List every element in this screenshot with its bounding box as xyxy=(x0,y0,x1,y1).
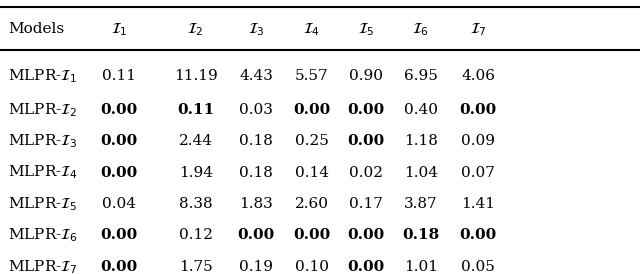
Text: MLPR-$\mathcal{I}_2$: MLPR-$\mathcal{I}_2$ xyxy=(8,101,77,119)
Text: 0.07: 0.07 xyxy=(461,165,495,179)
Text: 4.06: 4.06 xyxy=(461,69,495,83)
Text: 0.09: 0.09 xyxy=(461,134,495,148)
Text: 5.57: 5.57 xyxy=(295,69,328,83)
Text: 0.03: 0.03 xyxy=(239,103,273,117)
Text: $\mathcal{I}_2$: $\mathcal{I}_2$ xyxy=(188,21,204,38)
Text: 0.00: 0.00 xyxy=(100,103,138,117)
Text: 0.00: 0.00 xyxy=(460,103,497,117)
Text: $\mathcal{I}_5$: $\mathcal{I}_5$ xyxy=(358,21,374,38)
Text: 0.00: 0.00 xyxy=(348,229,385,242)
Text: 1.83: 1.83 xyxy=(239,197,273,211)
Text: 0.00: 0.00 xyxy=(460,229,497,242)
Text: 0.40: 0.40 xyxy=(404,103,438,117)
Text: 0.90: 0.90 xyxy=(349,69,383,83)
Text: 3.87: 3.87 xyxy=(404,197,438,211)
Text: $\mathcal{I}_3$: $\mathcal{I}_3$ xyxy=(248,21,265,38)
Text: 11.19: 11.19 xyxy=(174,69,218,83)
Text: 0.00: 0.00 xyxy=(100,165,138,179)
Text: 0.25: 0.25 xyxy=(295,134,329,148)
Text: 0.17: 0.17 xyxy=(349,197,383,211)
Text: 0.11: 0.11 xyxy=(177,103,214,117)
Text: $\mathcal{I}_6$: $\mathcal{I}_6$ xyxy=(412,21,429,38)
Text: 0.00: 0.00 xyxy=(100,134,138,148)
Text: 1.18: 1.18 xyxy=(404,134,438,148)
Text: 2.60: 2.60 xyxy=(294,197,329,211)
Text: 0.11: 0.11 xyxy=(102,69,136,83)
Text: MLPR-$\mathcal{I}_3$: MLPR-$\mathcal{I}_3$ xyxy=(8,132,77,150)
Text: 1.01: 1.01 xyxy=(404,260,438,274)
Text: 0.10: 0.10 xyxy=(294,260,329,274)
Text: 1.04: 1.04 xyxy=(404,165,438,179)
Text: 0.18: 0.18 xyxy=(402,229,439,242)
Text: 0.00: 0.00 xyxy=(237,229,275,242)
Text: 0.00: 0.00 xyxy=(348,134,385,148)
Text: MLPR-$\mathcal{I}_7$: MLPR-$\mathcal{I}_7$ xyxy=(8,258,77,274)
Text: 0.00: 0.00 xyxy=(348,103,385,117)
Text: Models: Models xyxy=(8,22,64,36)
Text: 8.38: 8.38 xyxy=(179,197,212,211)
Text: 1.94: 1.94 xyxy=(179,165,212,179)
Text: 0.00: 0.00 xyxy=(293,103,330,117)
Text: 0.18: 0.18 xyxy=(239,134,273,148)
Text: 1.41: 1.41 xyxy=(461,197,495,211)
Text: $\mathcal{I}_1$: $\mathcal{I}_1$ xyxy=(111,21,127,38)
Text: 0.05: 0.05 xyxy=(461,260,495,274)
Text: 4.43: 4.43 xyxy=(239,69,273,83)
Text: 1.75: 1.75 xyxy=(179,260,212,274)
Text: 6.95: 6.95 xyxy=(404,69,438,83)
Text: 0.04: 0.04 xyxy=(102,197,136,211)
Text: 0.02: 0.02 xyxy=(349,165,383,179)
Text: 0.12: 0.12 xyxy=(179,229,212,242)
Text: 0.14: 0.14 xyxy=(294,165,329,179)
Text: $\mathcal{I}_4$: $\mathcal{I}_4$ xyxy=(303,21,320,38)
Text: MLPR-$\mathcal{I}_4$: MLPR-$\mathcal{I}_4$ xyxy=(8,164,77,181)
Text: $\mathcal{I}_7$: $\mathcal{I}_7$ xyxy=(470,21,486,38)
Text: 0.00: 0.00 xyxy=(100,260,138,274)
Text: 0.00: 0.00 xyxy=(293,229,330,242)
Text: 0.00: 0.00 xyxy=(100,229,138,242)
Text: MLPR-$\mathcal{I}_6$: MLPR-$\mathcal{I}_6$ xyxy=(8,227,77,244)
Text: 2.44: 2.44 xyxy=(179,134,212,148)
Text: 0.19: 0.19 xyxy=(239,260,273,274)
Text: 0.00: 0.00 xyxy=(348,260,385,274)
Text: MLPR-$\mathcal{I}_5$: MLPR-$\mathcal{I}_5$ xyxy=(8,195,77,213)
Text: MLPR-$\mathcal{I}_1$: MLPR-$\mathcal{I}_1$ xyxy=(8,67,77,85)
Text: 0.18: 0.18 xyxy=(239,165,273,179)
